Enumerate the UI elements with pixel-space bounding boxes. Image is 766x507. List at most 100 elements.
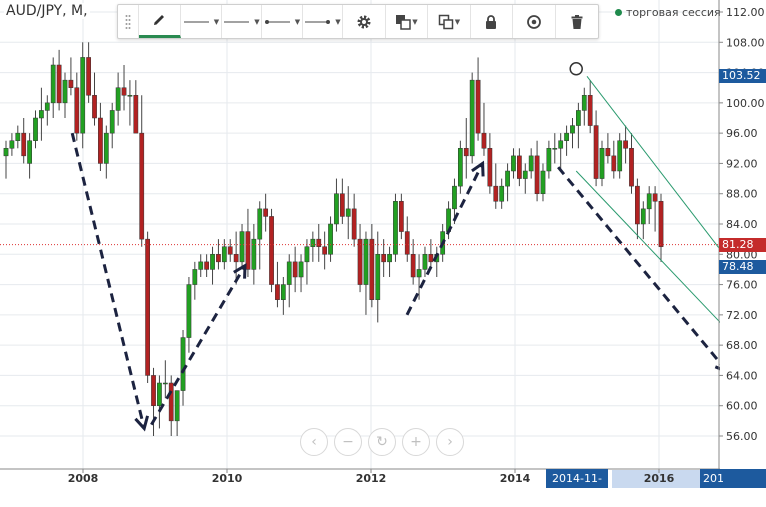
candle-body xyxy=(499,185,505,202)
candle-body xyxy=(469,79,475,157)
candle-body xyxy=(80,57,86,134)
candle-body xyxy=(263,208,269,217)
candle-body xyxy=(15,132,21,141)
candle-body xyxy=(50,64,56,104)
candle xyxy=(481,102,487,156)
scroll-right-button[interactable]: › xyxy=(436,428,464,456)
candle xyxy=(422,246,428,277)
candle xyxy=(286,254,292,308)
candle xyxy=(528,148,534,179)
time-label-cursor: 2014-11-03 xyxy=(546,469,608,504)
candle xyxy=(546,140,552,179)
visibility-button[interactable] xyxy=(513,5,556,38)
toolbar-grip[interactable] xyxy=(118,5,139,38)
candle xyxy=(227,239,233,262)
candle-body xyxy=(292,261,298,278)
candle xyxy=(174,390,180,436)
candle xyxy=(269,208,274,293)
candle xyxy=(245,208,251,277)
candle xyxy=(92,72,97,126)
candle xyxy=(469,72,475,164)
drawing-toolbar: ▼ ▼ ▼ ▼ ▼ ▼ xyxy=(117,4,599,39)
line-style-solid-button[interactable]: ▼ xyxy=(181,5,222,38)
candle xyxy=(635,178,640,240)
candle-body xyxy=(487,148,493,187)
time-tick-label: 2014 xyxy=(500,472,531,485)
candle-body xyxy=(593,125,599,179)
settings-button[interactable] xyxy=(343,5,386,38)
candle xyxy=(145,231,150,383)
candle xyxy=(345,186,351,240)
candle xyxy=(387,246,392,277)
candle-body xyxy=(357,238,363,285)
candle-body xyxy=(245,231,251,270)
candle-body xyxy=(86,57,91,96)
candle xyxy=(487,133,493,194)
zoom-out-button[interactable]: − xyxy=(334,428,362,456)
price-tick-label: 88.00 xyxy=(726,188,758,201)
candle xyxy=(564,125,569,156)
candle xyxy=(410,239,416,285)
trend-arrow xyxy=(557,166,730,375)
symbol-label[interactable]: AUD/JPY, M, xyxy=(4,3,90,19)
candle-body xyxy=(511,155,516,172)
candle-body xyxy=(157,382,162,406)
candle-body xyxy=(328,223,333,255)
trend-arrow-line xyxy=(557,166,729,373)
pencil-icon xyxy=(154,15,165,25)
candle-body xyxy=(304,246,310,263)
reset-view-button[interactable]: ↻ xyxy=(368,428,396,456)
candle xyxy=(39,87,44,141)
price-tick-label: 60.00 xyxy=(726,400,758,413)
time-range-highlight xyxy=(612,470,700,488)
candle-body xyxy=(68,79,74,88)
delete-button[interactable] xyxy=(556,5,598,38)
candle-body xyxy=(310,238,316,247)
trash-icon xyxy=(571,14,583,29)
candle-body xyxy=(517,155,522,179)
candle-body xyxy=(198,261,204,270)
candle xyxy=(103,125,109,179)
candle-body xyxy=(481,132,487,149)
price-tick-label: 100.00 xyxy=(726,97,765,110)
candle xyxy=(9,133,15,156)
candle xyxy=(192,261,198,300)
candle-body xyxy=(576,110,581,126)
candle-body xyxy=(3,148,9,157)
price-chart[interactable]: 112.00108.00104.00100.0096.0092.0088.008… xyxy=(0,0,766,488)
candle-body xyxy=(398,201,404,232)
line-style-extended-button[interactable]: ▼ xyxy=(303,5,344,38)
candle-body xyxy=(334,193,339,225)
candle xyxy=(611,140,617,179)
candle xyxy=(80,42,86,149)
candle xyxy=(328,216,333,262)
clone-icon xyxy=(438,14,453,29)
candle-body xyxy=(505,170,510,187)
candle-body xyxy=(21,132,27,157)
candle-body xyxy=(275,284,280,300)
candle xyxy=(334,178,339,232)
candle-body xyxy=(162,382,168,385)
candle-body xyxy=(552,148,558,150)
line-style-plain-button[interactable]: ▼ xyxy=(222,5,263,38)
candle-body xyxy=(493,185,499,202)
candle xyxy=(398,193,404,240)
pencil-button[interactable] xyxy=(138,5,182,38)
candle-body xyxy=(227,246,233,255)
candle xyxy=(98,102,103,171)
zoom-in-button[interactable]: + xyxy=(402,428,430,456)
line-style-ray-button[interactable]: ▼ xyxy=(262,5,303,38)
candle-body xyxy=(221,246,227,263)
candle xyxy=(251,224,257,285)
clone-button[interactable]: ▼ xyxy=(428,5,471,38)
candle-body xyxy=(27,140,32,164)
time-tick-label: 2008 xyxy=(68,472,99,485)
candle-body xyxy=(98,117,103,164)
candle xyxy=(357,224,363,293)
scroll-left-button[interactable]: ‹ xyxy=(300,428,328,456)
lock-button[interactable] xyxy=(471,5,514,38)
candle-body xyxy=(623,140,628,149)
front-back-button[interactable]: ▼ xyxy=(386,5,429,38)
candle xyxy=(50,57,56,118)
candle xyxy=(393,193,398,262)
